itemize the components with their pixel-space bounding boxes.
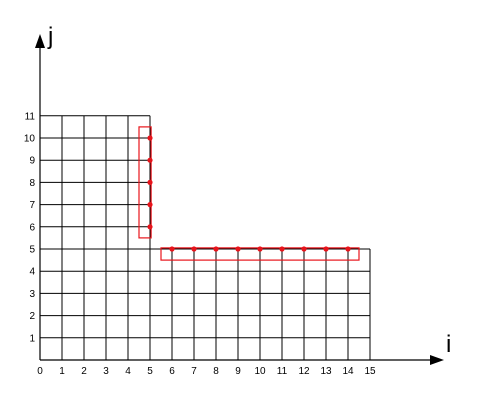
highlight-point xyxy=(213,246,219,252)
x-tick-label: 5 xyxy=(147,366,153,377)
grid-upper-block xyxy=(39,115,151,250)
x-tick-label: 12 xyxy=(298,366,310,377)
y-tick-label: 5 xyxy=(29,245,35,256)
x-tick-label: 7 xyxy=(191,366,197,377)
x-tick-label: 8 xyxy=(213,366,219,377)
highlight-point xyxy=(147,135,153,141)
highlight-point xyxy=(257,246,263,252)
y-tick-label: 9 xyxy=(29,156,35,167)
highlight-point xyxy=(147,179,153,185)
x-tick-label: 1 xyxy=(59,366,65,377)
y-tick-label: 8 xyxy=(29,178,35,189)
highlight-point xyxy=(147,202,153,208)
x-tick-label: 6 xyxy=(169,366,175,377)
highlight-point xyxy=(191,246,197,252)
highlight-point xyxy=(301,246,307,252)
y-tick-label: 1 xyxy=(29,333,35,344)
x-tick-label: 9 xyxy=(235,366,241,377)
highlight-point xyxy=(147,157,153,163)
y-axis-arrowhead xyxy=(35,34,45,48)
highlight-point xyxy=(323,246,329,252)
grid-lines xyxy=(39,115,371,361)
axes: i j xyxy=(35,23,451,365)
highlight-point xyxy=(279,246,285,252)
x-tick-label: 11 xyxy=(277,366,288,377)
highlight-point xyxy=(147,224,153,230)
grid-lower-block xyxy=(39,248,371,361)
x-axis-arrowhead xyxy=(430,355,444,365)
x-tick-label: 14 xyxy=(342,366,354,377)
x-tick-label: 0 xyxy=(37,366,43,377)
x-axis-title: i xyxy=(446,331,451,358)
x-tick-label: 2 xyxy=(81,366,87,377)
y-tick-label: 10 xyxy=(24,134,36,145)
highlight-point xyxy=(235,246,241,252)
y-tick-label: 11 xyxy=(25,111,36,122)
highlight-overlay xyxy=(138,126,360,261)
x-tick-label: 15 xyxy=(364,366,376,377)
y-tick-label: 3 xyxy=(29,289,35,300)
x-tick-label: 13 xyxy=(320,366,332,377)
x-tick-label: 4 xyxy=(125,366,131,377)
highlight-point xyxy=(345,246,351,252)
y-axis-title: j xyxy=(47,23,53,50)
y-tick-label: 6 xyxy=(29,222,35,233)
x-tick-label: 10 xyxy=(254,366,266,377)
highlight-point xyxy=(169,246,175,252)
y-tick-label: 4 xyxy=(29,267,35,278)
y-tick-label: 7 xyxy=(29,200,35,211)
x-tick-label: 3 xyxy=(103,366,109,377)
y-tick-label: 2 xyxy=(29,311,35,322)
